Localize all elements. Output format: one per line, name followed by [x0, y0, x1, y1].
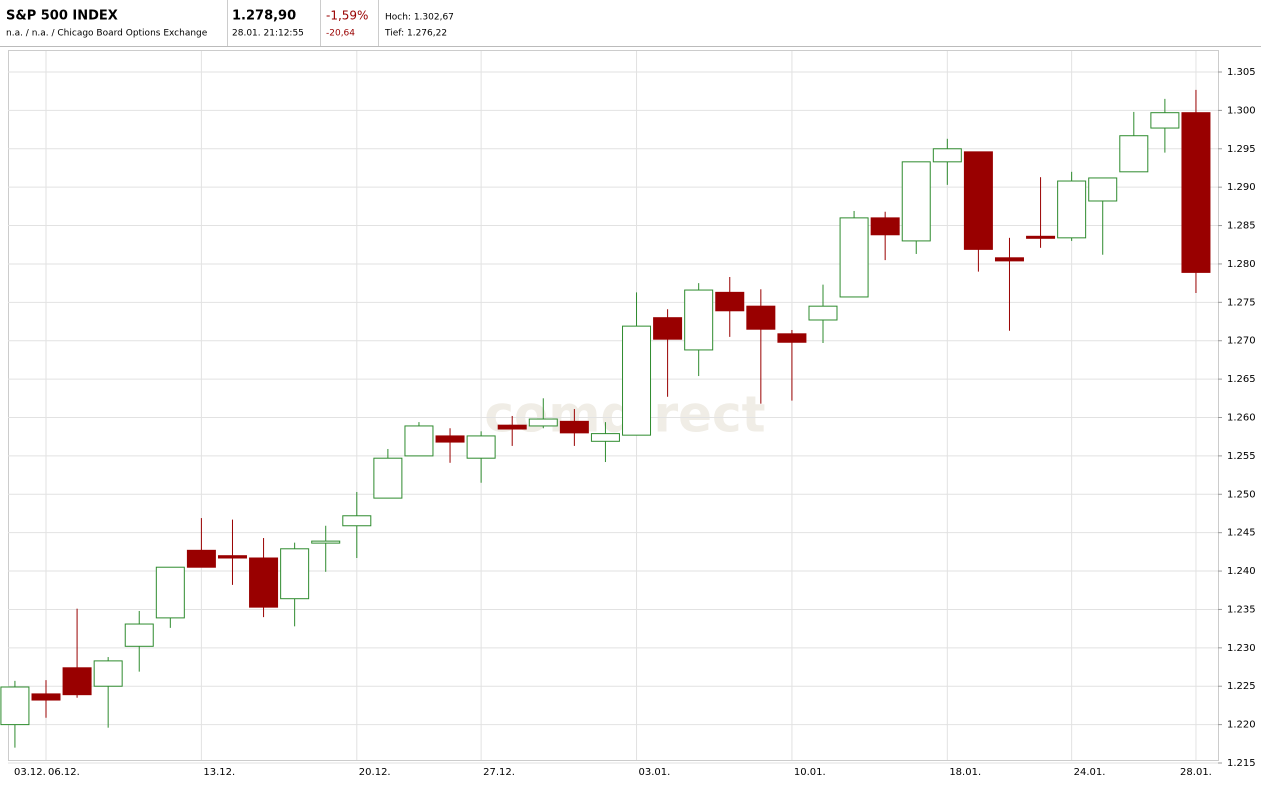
- candle-body: [839, 217, 869, 298]
- y-tick-label: 1.245: [1227, 528, 1256, 539]
- y-tick-label: 1.250: [1227, 489, 1256, 500]
- y-tick-label: 1.295: [1227, 144, 1256, 155]
- instrument-title: S&P 500 INDEX: [6, 9, 118, 24]
- candle-body: [1057, 180, 1087, 239]
- candle-body: [559, 420, 589, 434]
- y-tick-label: 1.300: [1227, 105, 1256, 116]
- candle-body: [1119, 135, 1149, 173]
- x-tick-label: 24.01.: [1074, 767, 1106, 778]
- y-tick-label: 1.260: [1227, 413, 1256, 424]
- y-tick-label: 1.255: [1227, 451, 1256, 462]
- candle-body: [994, 257, 1024, 262]
- candle-body: [62, 667, 92, 696]
- candle-body: [31, 693, 61, 701]
- x-tick-label: 10.01.: [794, 767, 826, 778]
- candle-body: [1026, 235, 1056, 239]
- candle-body: [93, 660, 123, 687]
- candle-body: [1150, 112, 1180, 129]
- candle-body: [684, 289, 714, 351]
- price: 1.278,90: [232, 9, 296, 24]
- x-tick-label: 06.12.: [48, 767, 80, 778]
- x-tick-label: 18.01.: [949, 767, 981, 778]
- y-tick-label: 1.305: [1227, 67, 1256, 78]
- y-tick-label: 1.285: [1227, 221, 1256, 232]
- candle-body: [280, 548, 310, 600]
- y-tick-label: 1.230: [1227, 643, 1256, 654]
- candle-body: [808, 305, 838, 321]
- candle-body: [777, 333, 807, 343]
- candle-body: [653, 317, 683, 340]
- candle-body: [715, 291, 745, 312]
- x-tick-label: 03.01.: [639, 767, 671, 778]
- candle-body: [311, 540, 341, 544]
- x-tick-label: 28.01.: [1180, 767, 1212, 778]
- y-tick-label: 1.215: [1227, 758, 1256, 769]
- y-tick-label: 1.265: [1227, 374, 1256, 385]
- candle-body: [404, 425, 434, 457]
- change-absolute: -20,64: [326, 29, 355, 39]
- candle-body: [435, 435, 465, 443]
- candle-body: [249, 557, 279, 608]
- change-percent: -1,59%: [326, 9, 368, 23]
- candle-body: [1181, 112, 1211, 273]
- candle-body: [901, 161, 931, 242]
- candle-body: [342, 515, 372, 527]
- candle-body: [870, 217, 900, 236]
- plot-area: [8, 50, 1219, 761]
- y-tick-label: 1.220: [1227, 720, 1256, 731]
- candle-body: [124, 623, 154, 647]
- candle-body: [622, 325, 652, 436]
- y-tick-label: 1.290: [1227, 182, 1256, 193]
- candle-body: [1088, 177, 1118, 202]
- candle-body: [155, 566, 185, 619]
- y-tick-label: 1.270: [1227, 336, 1256, 347]
- y-tick-label: 1.280: [1227, 259, 1256, 270]
- candle-body: [528, 418, 558, 427]
- candle-body: [497, 424, 527, 430]
- instrument-subtitle: n.a. / n.a. / Chicago Board Options Exch…: [6, 29, 208, 39]
- y-tick-label: 1.225: [1227, 681, 1256, 692]
- y-tick-label: 1.235: [1227, 604, 1256, 615]
- candle-body: [0, 686, 30, 726]
- day-high: Hoch: 1.302,67: [385, 13, 454, 23]
- candle-body: [746, 305, 776, 330]
- candle-body: [186, 549, 216, 568]
- x-tick-label: 27.12.: [483, 767, 515, 778]
- y-tick-label: 1.240: [1227, 566, 1256, 577]
- candle-body: [590, 433, 620, 442]
- candle-body: [217, 555, 247, 559]
- candle-body: [963, 151, 993, 250]
- x-tick-label: 03.12.: [14, 767, 46, 778]
- candle-body: [373, 457, 403, 499]
- y-tick-label: 1.275: [1227, 297, 1256, 308]
- x-tick-label: 20.12.: [359, 767, 391, 778]
- candle-body: [466, 435, 496, 459]
- x-tick-label: 13.12.: [203, 767, 235, 778]
- timestamp: 28.01. 21:12:55: [232, 29, 304, 39]
- day-low: Tief: 1.276,22: [384, 29, 447, 39]
- candle-body: [932, 148, 962, 163]
